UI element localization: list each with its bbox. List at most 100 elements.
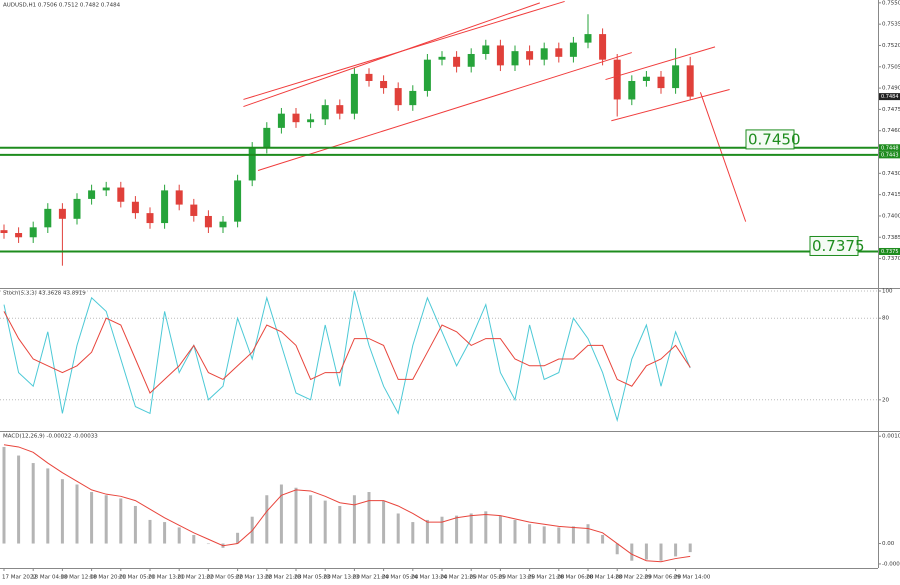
x-tick-label: 23 Mar 13:00 [323, 575, 360, 581]
histogram-bar [323, 500, 327, 544]
histogram-bar [352, 495, 356, 544]
y-tick-label: 0.7505 [882, 64, 900, 70]
candle-body [438, 56, 446, 60]
histogram-bar [119, 498, 123, 544]
histogram-bar [659, 543, 663, 561]
histogram-bar [455, 515, 459, 544]
y-tick-label: 80 [882, 316, 889, 322]
candle-body [15, 233, 23, 238]
x-tick-label: 25 Mar 21:00 [528, 575, 565, 581]
histogram-bar [338, 505, 342, 544]
signal-line [3, 444, 691, 563]
candle-body [380, 80, 388, 89]
candle-body [467, 53, 475, 67]
candle-body [117, 187, 125, 202]
x-tick-label: 25 Mar 05:00 [469, 575, 506, 581]
candle-body [555, 48, 563, 57]
indicator-line [3, 311, 691, 394]
x-tick-label: 29 Mar 14:00 [674, 575, 711, 581]
histogram-bar [265, 495, 269, 544]
histogram-bar [542, 526, 546, 544]
histogram-bar [674, 543, 678, 557]
candle-body [321, 105, 329, 120]
histogram-bar [644, 543, 648, 560]
trendline [611, 89, 730, 122]
candle-body [672, 65, 680, 89]
trendline [605, 46, 716, 81]
price-tag-label: 0.7484 [881, 94, 899, 100]
histogram-bar [571, 526, 575, 544]
x-tick-label: 17 Mar 2022 [2, 575, 37, 581]
x-tick-label: 25 Mar 13:00 [498, 575, 535, 581]
y-tick-label: 0.7385 [882, 235, 900, 241]
y-tick-label: 20 [882, 397, 889, 403]
candle-body [219, 221, 227, 228]
candle-body [146, 213, 154, 224]
candle-body [248, 147, 256, 181]
candle-body [613, 59, 621, 100]
histogram-bar [133, 505, 137, 544]
x-tick-label: 23 Mar 05:00 [294, 575, 331, 581]
candle-body [409, 90, 417, 106]
y-tick-label: 0.7550 [882, 0, 900, 6]
annotation-box [809, 235, 859, 256]
candle-body [307, 119, 315, 123]
annotation-label: 0.7375 [812, 237, 865, 255]
histogram-bar [309, 495, 313, 544]
histogram-bar [601, 534, 605, 544]
x-tick-label: 21 Mar 05:00 [119, 575, 156, 581]
x-tick-label: 21 Mar 13:00 [148, 575, 185, 581]
trendline [699, 92, 747, 222]
candle-body [569, 42, 577, 57]
y-tick-label: 0.7460 [882, 128, 900, 134]
candle-body [277, 113, 285, 128]
candle-body [190, 204, 198, 216]
x-tick-label: 24 Mar 05:00 [382, 575, 419, 581]
candle-body [496, 45, 504, 66]
histogram-bar [60, 479, 64, 544]
candle-body [642, 76, 650, 81]
x-tick-label: 22 Mar 13:00 [236, 575, 273, 581]
histogram-bar [440, 516, 444, 544]
y-tick-label: 0.7415 [882, 192, 900, 198]
level-tag-label: 0.7375 [881, 249, 899, 255]
x-tick-label: 22 Mar 05:00 [206, 575, 243, 581]
x-tick-label: 21 Mar 21:00 [177, 575, 214, 581]
y-tick-label: 0.7520 [882, 43, 900, 49]
candle-body [350, 73, 358, 114]
histogram-bar [484, 511, 488, 544]
histogram-bar [396, 513, 400, 544]
x-tick-label: 18 Mar 20:00 [90, 575, 127, 581]
histogram-bar [294, 487, 298, 544]
x-tick-label: 29 Mar 06:00 [644, 575, 681, 581]
candle-body [44, 208, 52, 228]
trendline [257, 52, 632, 171]
histogram-bar [279, 484, 283, 544]
histogram-bar [688, 543, 692, 553]
y-tick-label: -0.00019 [882, 561, 900, 567]
candle-body [204, 215, 212, 228]
candle-body [336, 105, 344, 114]
candle-body [686, 65, 694, 97]
level-tag [879, 144, 900, 152]
level-tag-label: 0.7448 [881, 145, 899, 151]
candle-body [482, 45, 490, 54]
candle-body [540, 48, 548, 60]
y-tick-label: 0.7400 [882, 213, 900, 219]
histogram-bar [586, 524, 590, 544]
histogram-bar [469, 513, 473, 544]
x-tick-label: 28 Mar 22:00 [615, 575, 652, 581]
x-tick-label: 24 Mar 21:00 [440, 575, 477, 581]
histogram-bar [367, 492, 371, 544]
x-tick-label: 28 Mar 06:00 [557, 575, 594, 581]
candle-body [263, 127, 271, 148]
trendline [243, 2, 540, 108]
histogram-bar [557, 527, 561, 544]
candle-body [88, 190, 96, 199]
x-tick-label: 18 Mar 12:00 [60, 575, 97, 581]
x-tick-label: 22 Mar 21:00 [265, 575, 302, 581]
annotation-label: 0.7450 [748, 130, 801, 148]
y-tick-label: 0.7370 [882, 256, 900, 262]
histogram-bar [615, 543, 619, 555]
